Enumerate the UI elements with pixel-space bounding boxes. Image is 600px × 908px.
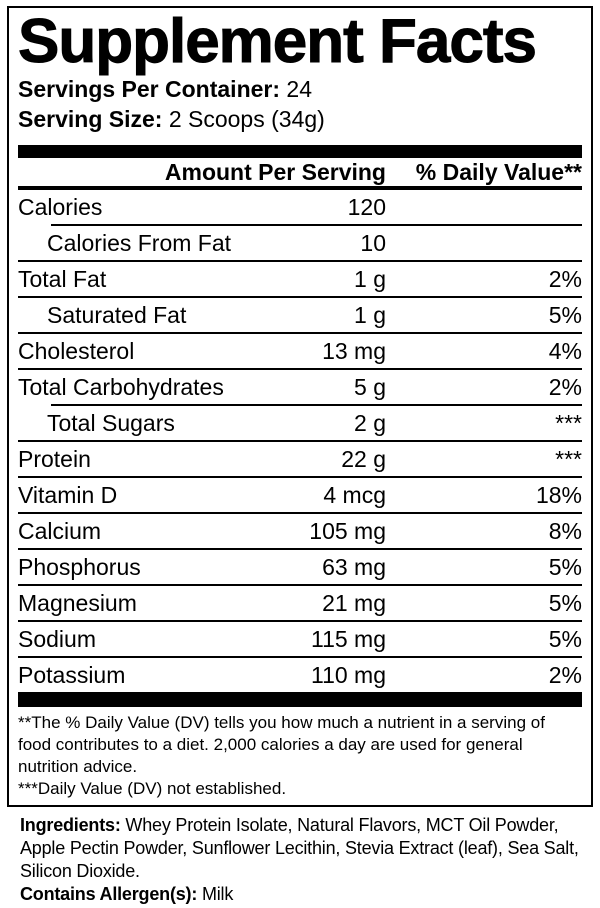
nutrient-name: Calories From Fat [47,229,232,256]
table-row: Magnesium 21 mg 5% [18,586,582,622]
table-row: Cholesterol 13 mg 4% [18,334,582,370]
nutrient-amount: 4 mcg [323,481,386,508]
separator-bar-bottom [18,694,582,707]
nutrient-daily-value: 2% [548,373,582,400]
nutrient-amount: 120 [347,193,386,220]
allergen-line: Contains Allergen(s): Milk [20,883,587,906]
table-row: Calories From Fat 10 [18,226,582,262]
table-row: Phosphorus 63 mg 5% [18,550,582,586]
nutrient-daily-value: 5% [548,553,582,580]
serving-info: Servings Per Container: 24 Serving Size:… [18,74,582,134]
serving-size-label: Serving Size: [18,106,163,132]
table-row: Calcium 105 mg 8% [18,514,582,550]
daily-value-header: % Daily Value** [415,158,582,185]
table-row: Calories 120 [18,190,582,226]
nutrient-amount: 115 mg [310,625,386,652]
ingredients-section: Ingredients: Whey Protein Isolate, Natur… [20,814,587,906]
table-row: Protein 22 g *** [18,442,582,478]
nutrient-name: Magnesium [18,589,137,616]
nutrient-daily-value: 18% [535,481,582,508]
nutrient-daily-value: *** [555,445,582,472]
nutrient-name: Protein [18,445,91,472]
nutrient-amount: 10 [360,229,386,256]
table-row: Vitamin D 4 mcg 18% [18,478,582,514]
table-row: Total Fat 1 g 2% [18,262,582,298]
ingredients-text: Whey Protein Isolate, Natural Flavors, M… [20,815,579,881]
servings-per-container-label: Servings Per Container: [18,76,281,102]
nutrient-daily-value: 2% [548,661,582,688]
table-row: Total Carbohydrates 5 g 2% [18,370,582,406]
nutrient-name: Total Carbohydrates [18,373,224,400]
nutrient-name: Calcium [18,517,102,544]
allergen-value: Milk [201,884,234,904]
supplement-facts-panel: Supplement Facts Servings Per Container:… [7,6,593,807]
footnotes: **The % Daily Value (DV) tells you how m… [18,707,582,805]
nutrient-daily-value: 5% [548,589,582,616]
nutrient-name: Saturated Fat [47,301,187,328]
nutrient-table: Calories 120 Calories From Fat 10 Total … [18,190,582,694]
servings-per-container-line: Servings Per Container: 24 [18,74,582,104]
ingredients-label: Ingredients: [20,815,121,835]
nutrient-amount: 1 g [354,265,386,292]
nutrient-daily-value: 2% [548,265,582,292]
nutrient-name: Sodium [18,625,96,652]
serving-size-value: 2 Scoops (34g) [168,106,325,132]
servings-per-container-value: 24 [286,76,313,102]
nutrient-name: Calories [18,193,103,220]
nutrient-amount: 13 mg [322,337,386,364]
nutrient-name: Vitamin D [18,481,118,508]
nutrient-name: Potassium [18,661,126,688]
allergen-label: Contains Allergen(s): [20,884,198,904]
separator-bar-top [18,145,582,158]
nutrient-amount: 22 g [341,445,386,472]
nutrient-name: Total Fat [18,265,107,292]
amount-per-serving-header: Amount Per Serving [164,158,386,185]
nutrient-name: Total Sugars [47,409,175,436]
daily-value-footnote: **The % Daily Value (DV) tells you how m… [18,713,545,776]
nutrient-name: Phosphorus [18,553,141,580]
table-row: Saturated Fat 1 g 5% [18,298,582,334]
nutrient-daily-value: 5% [548,625,582,652]
table-row: Potassium 110 mg 2% [18,658,582,694]
nutrient-amount: 63 mg [322,553,386,580]
nutrient-daily-value: *** [555,409,582,436]
nutrient-name: Cholesterol [18,337,135,364]
nutrient-amount: 1 g [354,301,386,328]
table-row: Sodium 115 mg 5% [18,622,582,658]
dv-not-established-footnote: ***Daily Value (DV) not established. [18,779,287,798]
panel-title: Supplement Facts [18,7,538,76]
nutrient-daily-value: 4% [548,337,582,364]
ingredients-line: Ingredients: Whey Protein Isolate, Natur… [20,814,587,883]
nutrient-daily-value: 5% [548,301,582,328]
nutrient-amount: 110 mg [310,661,386,688]
table-row: Total Sugars 2 g *** [18,406,582,442]
nutrient-amount: 5 g [354,373,386,400]
nutrient-daily-value: 8% [548,517,582,544]
serving-size-line: Serving Size: 2 Scoops (34g) [18,104,582,134]
table-header-row: Amount Per Serving % Daily Value** [18,158,582,190]
nutrient-amount: 21 mg [322,589,386,616]
nutrient-amount: 2 g [354,409,386,436]
nutrient-amount: 105 mg [309,517,386,544]
